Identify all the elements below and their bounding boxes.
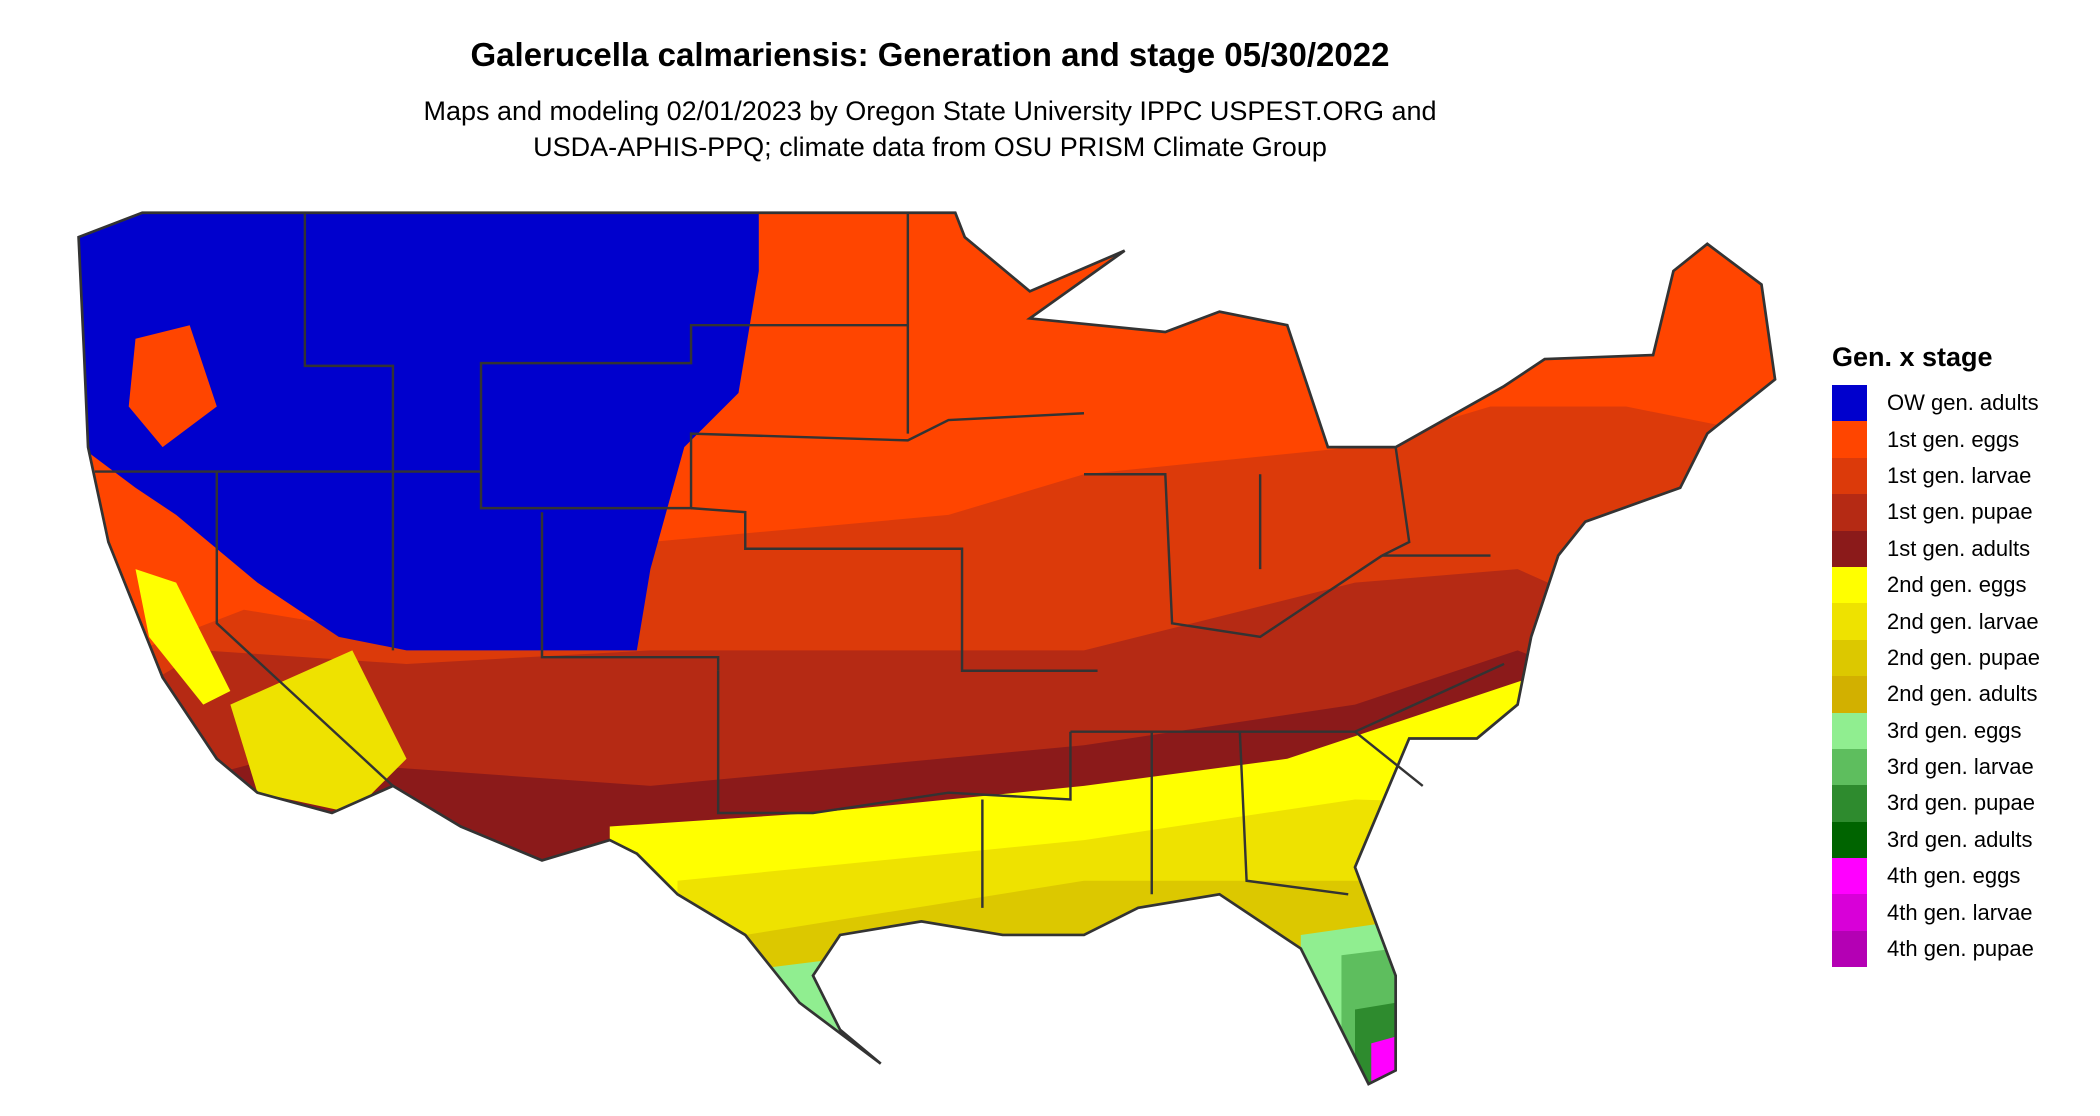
legend-swatch	[1832, 858, 1867, 895]
legend-swatch	[1832, 639, 1867, 677]
zone-3rd-gen-eggs-tx	[758, 948, 949, 1085]
legend-swatch	[1832, 530, 1867, 567]
legend-label: 3rd gen. pupae	[1887, 790, 2036, 816]
legend-item: 4th gen. pupae	[1832, 930, 2040, 968]
legend-swatch	[1832, 930, 1867, 968]
legend-swatch	[1832, 566, 1867, 604]
legend-label: 3rd gen. adults	[1887, 826, 2033, 852]
legend-item: 1st gen. larvae	[1832, 457, 2040, 495]
legend-item: 3rd gen. larvae	[1832, 748, 2040, 786]
legend: Gen. x stage OW gen. adults 1st gen. eggs…	[1832, 342, 2040, 968]
legend-item: OW gen. adults	[1832, 385, 2040, 422]
map-title: Galerucella calmariensis: Generation and…	[470, 36, 1390, 73]
legend-label: 1st gen. pupae	[1887, 499, 2033, 525]
us-outline	[77, 211, 1777, 1086]
legend-label: 3rd gen. larvae	[1887, 754, 2034, 780]
legend-label: 2nd gen. adults	[1887, 681, 2038, 707]
zone-2nd-gen-larvae-sw	[230, 650, 407, 813]
legend-swatch	[1832, 385, 1867, 422]
legend-item: 2nd gen. larvae	[1832, 603, 2040, 640]
legend-item: 2nd gen. adults	[1832, 676, 2040, 713]
zone-2nd-gen-eggs-ca	[135, 569, 231, 705]
legend-swatch	[1832, 821, 1867, 859]
legend-item: 1st gen. adults	[1832, 530, 2040, 567]
legend-label: 1st gen. larvae	[1887, 462, 2032, 488]
zone-ow-gen-adults	[78, 212, 759, 651]
map-subtitle-line-1: Maps and modeling 02/01/2023 by Oregon S…	[423, 96, 1437, 126]
legend-label: 2nd gen. eggs	[1887, 572, 2027, 598]
legend-item: 3rd gen. eggs	[1832, 712, 2040, 749]
legend-label: 4th gen. larvae	[1887, 899, 2033, 925]
zone-1st-gen-eggs-nw	[128, 325, 217, 448]
legend-item: 4th gen. larvae	[1832, 894, 2040, 931]
legend-label: 2nd gen. pupae	[1887, 644, 2040, 670]
legend-swatch	[1832, 603, 1867, 640]
legend-label: OW gen. adults	[1887, 390, 2039, 416]
zone-3rd-gen-larvae-tx	[840, 948, 949, 1085]
legend-swatch	[1832, 457, 1867, 495]
legend-label: 2nd gen. larvae	[1887, 608, 2039, 634]
stage-zones	[78, 212, 1776, 1085]
legend-label: 1st gen. eggs	[1887, 426, 2020, 452]
legend-swatch	[1832, 494, 1867, 531]
legend-swatch	[1832, 785, 1867, 822]
legend-item: 1st gen. eggs	[1832, 421, 2040, 458]
zone-4th-gen-eggs	[1371, 1036, 1396, 1085]
legend-item: 3rd gen. adults	[1832, 821, 2040, 859]
legend-swatch	[1832, 894, 1867, 931]
state-borders	[94, 212, 1505, 908]
legend-swatch	[1832, 676, 1867, 713]
legend-title: Gen. x stage	[1832, 342, 1993, 372]
legend-swatch	[1832, 748, 1867, 786]
zone-2nd-gen-pupae	[745, 880, 1776, 1085]
legend-item: 2nd gen. eggs	[1832, 566, 2040, 604]
legend-label: 1st gen. adults	[1887, 535, 2031, 561]
map-subtitle-line-2: USDA-APHIS-PPQ; climate data from OSU PR…	[533, 132, 1327, 162]
legend-swatch	[1832, 712, 1867, 749]
legend-swatch	[1832, 421, 1867, 458]
legend-item: 4th gen. eggs	[1832, 858, 2040, 895]
legend-item: 3rd gen. pupae	[1832, 785, 2040, 822]
legend-item: 2nd gen. pupae	[1832, 639, 2040, 677]
legend-label: 4th gen. pupae	[1887, 936, 2034, 962]
legend-label: 4th gen. eggs	[1887, 863, 2021, 889]
legend-item: 1st gen. pupae	[1832, 494, 2040, 531]
legend-label: 3rd gen. eggs	[1887, 717, 2022, 743]
